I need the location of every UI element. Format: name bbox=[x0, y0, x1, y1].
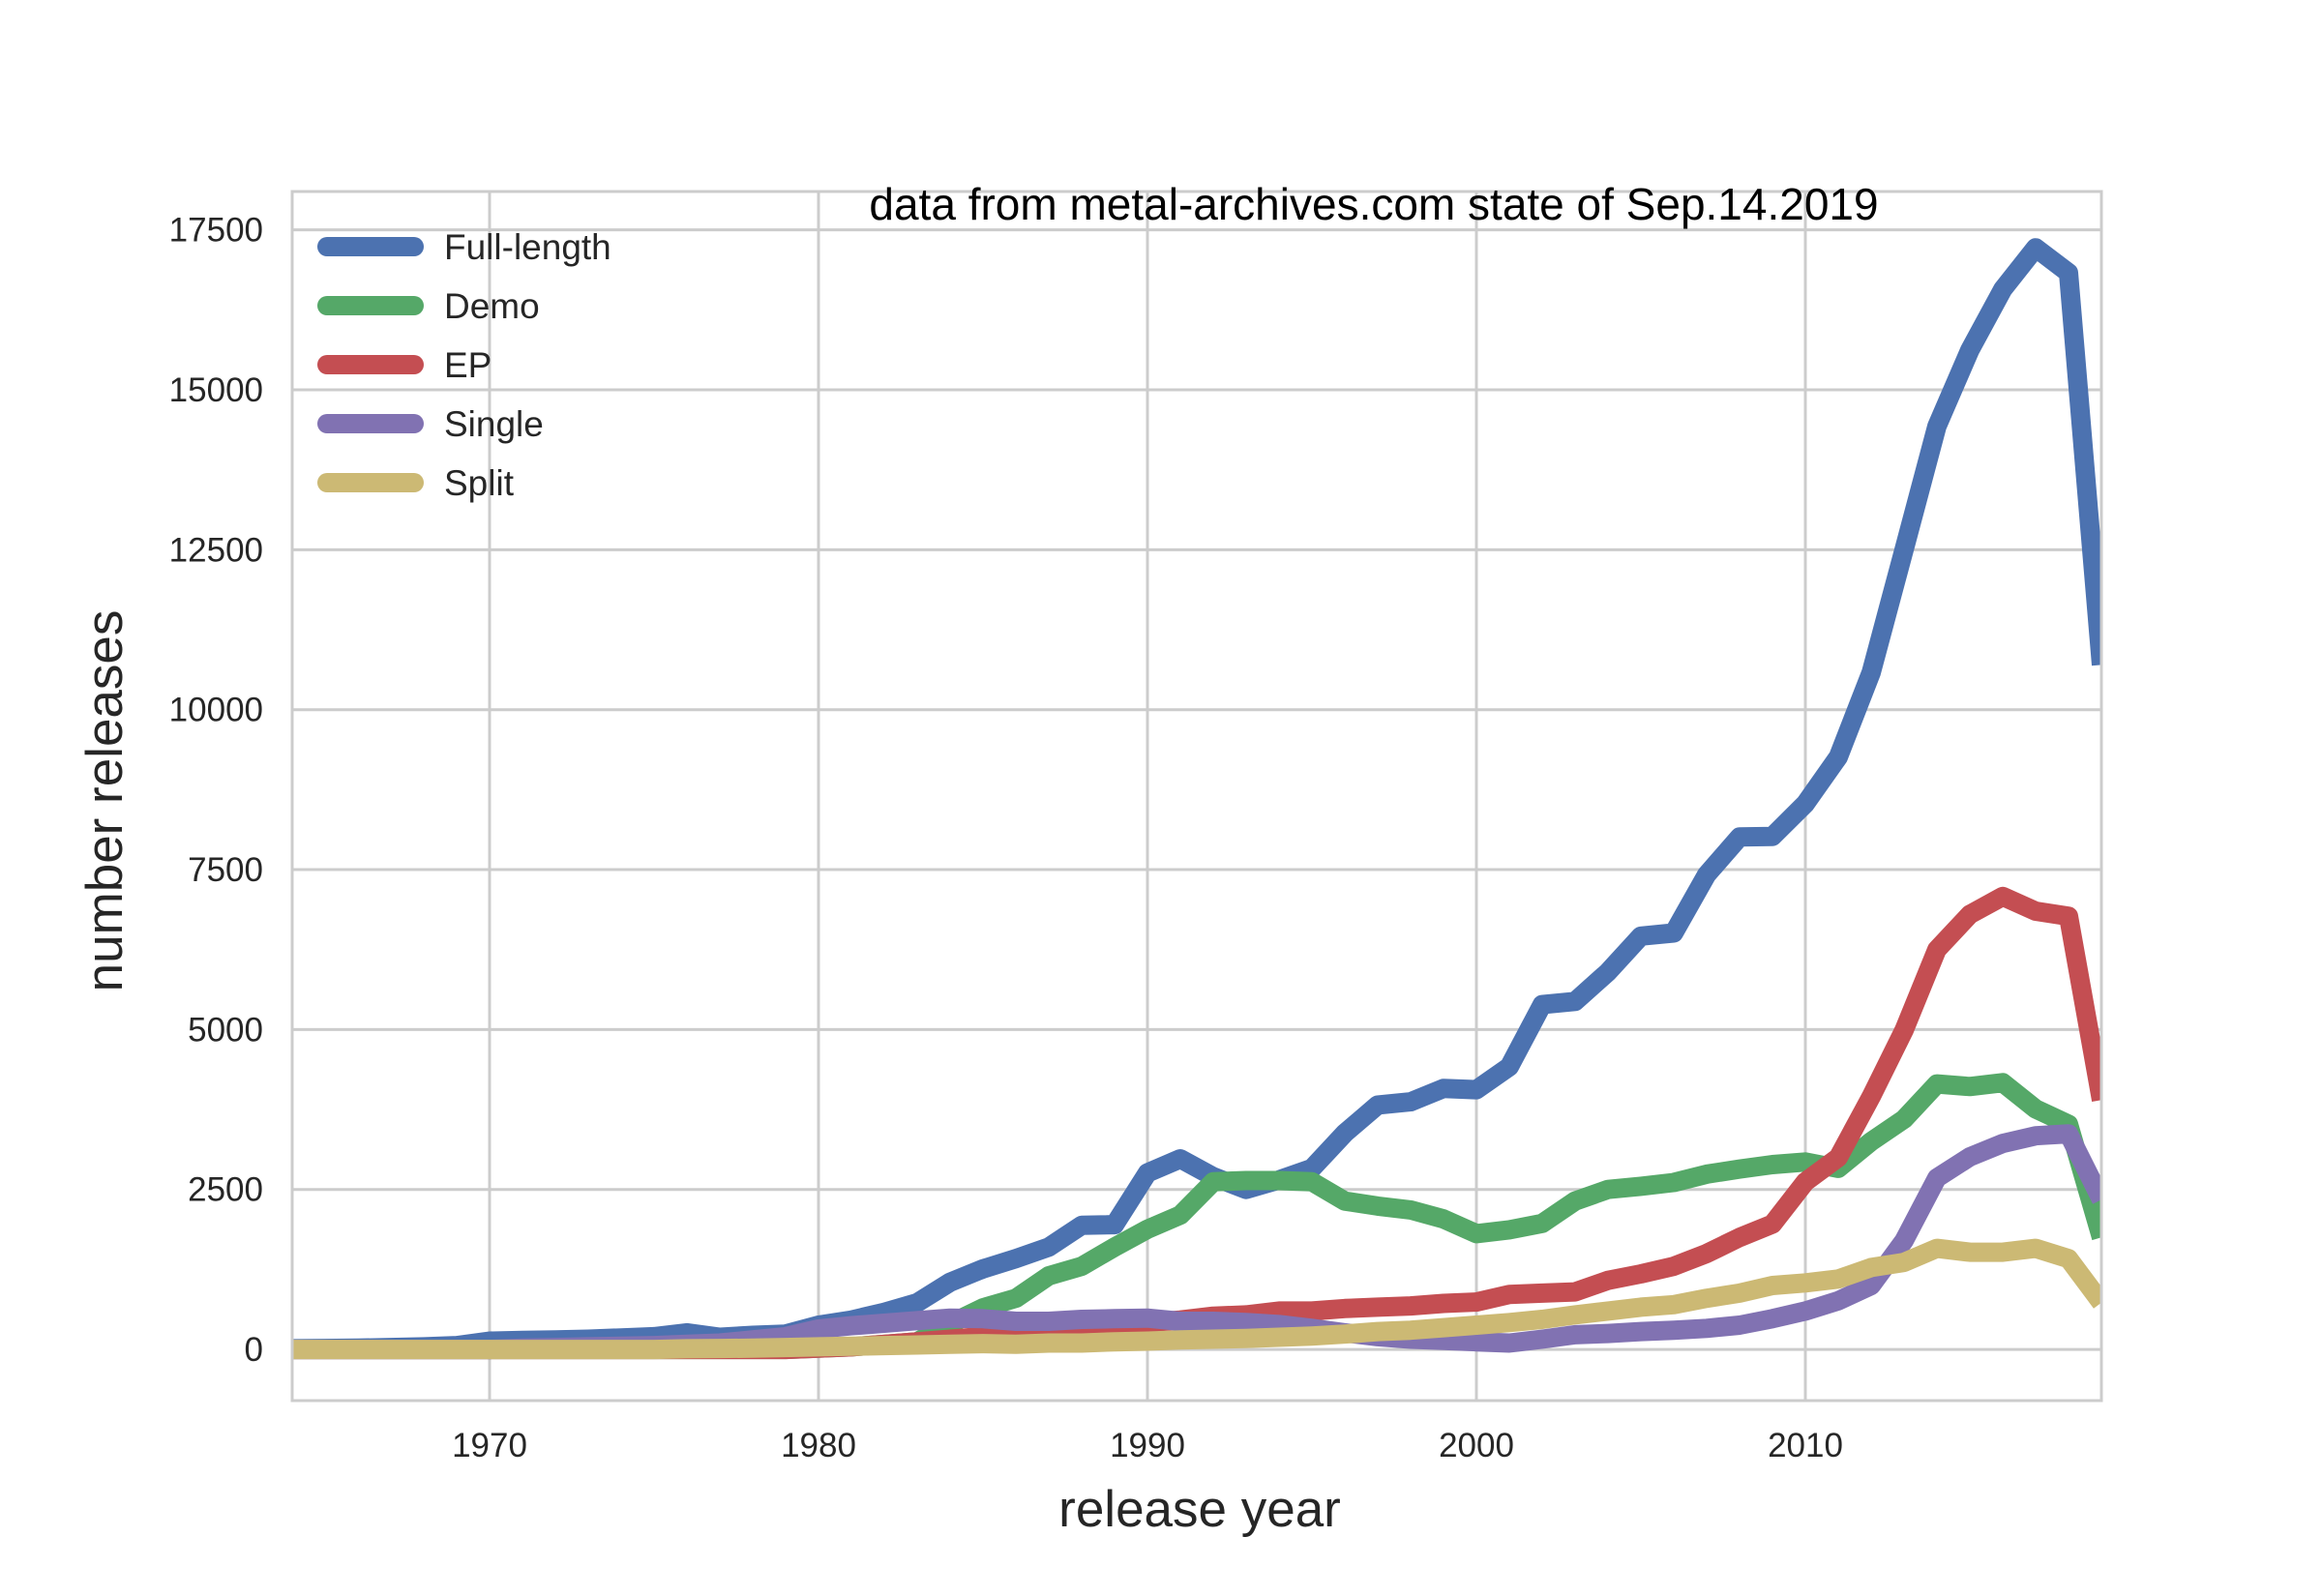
x-tick-label: 2010 bbox=[1768, 1427, 1843, 1464]
legend-label: Single bbox=[444, 404, 544, 444]
x-tick-label: 1970 bbox=[452, 1427, 527, 1464]
y-tick-label: 10000 bbox=[169, 692, 263, 729]
source-annotation: data from metal-archives.com state of Se… bbox=[869, 179, 1878, 229]
y-tick-label: 12500 bbox=[169, 531, 263, 569]
grid bbox=[292, 192, 2101, 1401]
y-tick-label: 0 bbox=[245, 1331, 263, 1369]
x-axis-label: release year bbox=[1058, 1481, 1341, 1538]
legend-label: Demo bbox=[444, 286, 540, 326]
y-axis-label: number releases bbox=[76, 610, 134, 992]
x-tick-label: 2000 bbox=[1439, 1427, 1514, 1464]
series-line-split bbox=[292, 1238, 2101, 1360]
plot-frame bbox=[290, 190, 2103, 1403]
y-tick-label: 7500 bbox=[188, 851, 263, 889]
y-tick-label: 17500 bbox=[169, 212, 263, 250]
tick-labels: 1970 1980 1990 2000 2010 0 2500 5000 7500 10000 12… bbox=[169, 212, 1843, 1464]
x-tick-label: 1990 bbox=[1110, 1427, 1185, 1464]
y-tick-label: 2500 bbox=[188, 1171, 263, 1209]
y-tick-label: 5000 bbox=[188, 1011, 263, 1049]
legend-label: EP bbox=[444, 345, 491, 385]
y-tick-label: 15000 bbox=[169, 371, 263, 409]
legend-label: Split bbox=[444, 463, 515, 503]
series-lines bbox=[292, 238, 2101, 1360]
legend: Full-length Demo EP Single Split bbox=[317, 227, 611, 503]
x-tick-label: 1980 bbox=[781, 1427, 856, 1464]
legend-label: Full-length bbox=[444, 227, 611, 267]
